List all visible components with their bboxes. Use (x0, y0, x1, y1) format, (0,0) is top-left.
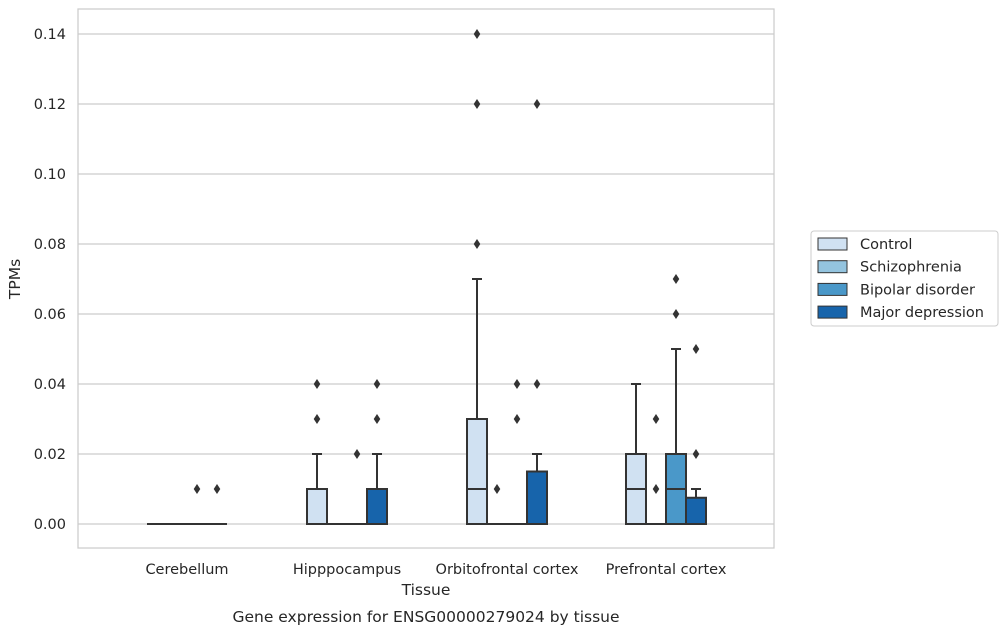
legend-label: Schizophrenia (860, 260, 962, 276)
x-tick-labels: Cerebellum Hipppocampus Orbitofrontal cort… (145, 562, 726, 578)
box-major-depression (366, 379, 388, 525)
plot-background (78, 9, 774, 548)
box-body (466, 418, 488, 525)
legend-swatch (817, 237, 848, 251)
box-bipolar-disorder (507, 379, 527, 525)
outlier-point (353, 449, 361, 459)
outlier-point (373, 379, 381, 389)
box-control (306, 379, 328, 525)
legend-swatch (817, 282, 848, 296)
outlier-point (652, 414, 660, 424)
box-body (526, 470, 548, 525)
outlier-point (473, 239, 481, 249)
legend-swatch (817, 260, 848, 274)
outlier-point (313, 414, 321, 424)
y-tick-label: 0.10 (34, 167, 66, 183)
x-tick-label: Cerebellum (145, 562, 228, 578)
box-control (625, 383, 647, 525)
y-tick-label: 0.08 (34, 237, 66, 253)
box-major-depression (526, 99, 548, 525)
x-tick-label: Hipppocampus (293, 562, 401, 578)
legend-label: Control (860, 237, 912, 253)
outlier-point (672, 274, 680, 284)
box-major-depression (207, 484, 227, 525)
y-tick-label: 0.06 (34, 307, 66, 323)
outlier-point (513, 414, 521, 424)
y-tick-label: 0.02 (34, 447, 66, 463)
legend-label: Major depression (860, 305, 984, 321)
box-body (685, 496, 707, 525)
y-tick-label: 0.12 (34, 97, 66, 113)
x-tick-label: Orbitofrontal cortex (436, 562, 579, 578)
legend: Control Schizophrenia Bipolar disorder Majo… (810, 230, 999, 327)
outlier-point (193, 484, 201, 494)
outlier-point (213, 484, 221, 494)
x-axis-label: Tissue (401, 581, 451, 599)
legend-frame (810, 230, 999, 327)
x-tick-label: Prefrontal cortex (606, 562, 727, 578)
outlier-point (513, 379, 521, 389)
outlier-point (692, 449, 700, 459)
y-tick-labels: 0.00 0.02 0.04 0.06 0.08 0.10 0.12 0.14 (34, 27, 66, 533)
box-body (306, 488, 328, 525)
outlier-point (533, 379, 541, 389)
outlier-point (473, 99, 481, 109)
y-axis-label: TPMs (6, 259, 24, 300)
outlier-point (473, 29, 481, 39)
outlier-point (493, 484, 501, 494)
box-schizophrenia (487, 484, 507, 525)
outlier-point (373, 414, 381, 424)
y-tick-label: 0.14 (34, 27, 66, 43)
outlier-point (533, 99, 541, 109)
box-groups (147, 29, 707, 525)
box-bipolar-disorder (347, 449, 367, 525)
legend-label: Bipolar disorder (860, 282, 975, 298)
outlier-point (672, 309, 680, 319)
outlier-point (652, 484, 660, 494)
box-major-depression (685, 344, 707, 525)
plot-frame (77, 8, 775, 549)
box-schizophrenia (646, 414, 666, 525)
outlier-point (313, 379, 321, 389)
box-control (466, 29, 488, 525)
y-tick-label: 0.00 (34, 517, 66, 533)
box-bipolar-disorder (187, 484, 207, 525)
box-bipolar-disorder (665, 274, 687, 525)
y-tick-label: 0.04 (34, 377, 66, 393)
chart-caption: Gene expression for ENSG00000279024 by t… (232, 608, 619, 626)
legend-swatch (817, 305, 848, 319)
box-body (366, 488, 388, 525)
outlier-point (692, 344, 700, 354)
